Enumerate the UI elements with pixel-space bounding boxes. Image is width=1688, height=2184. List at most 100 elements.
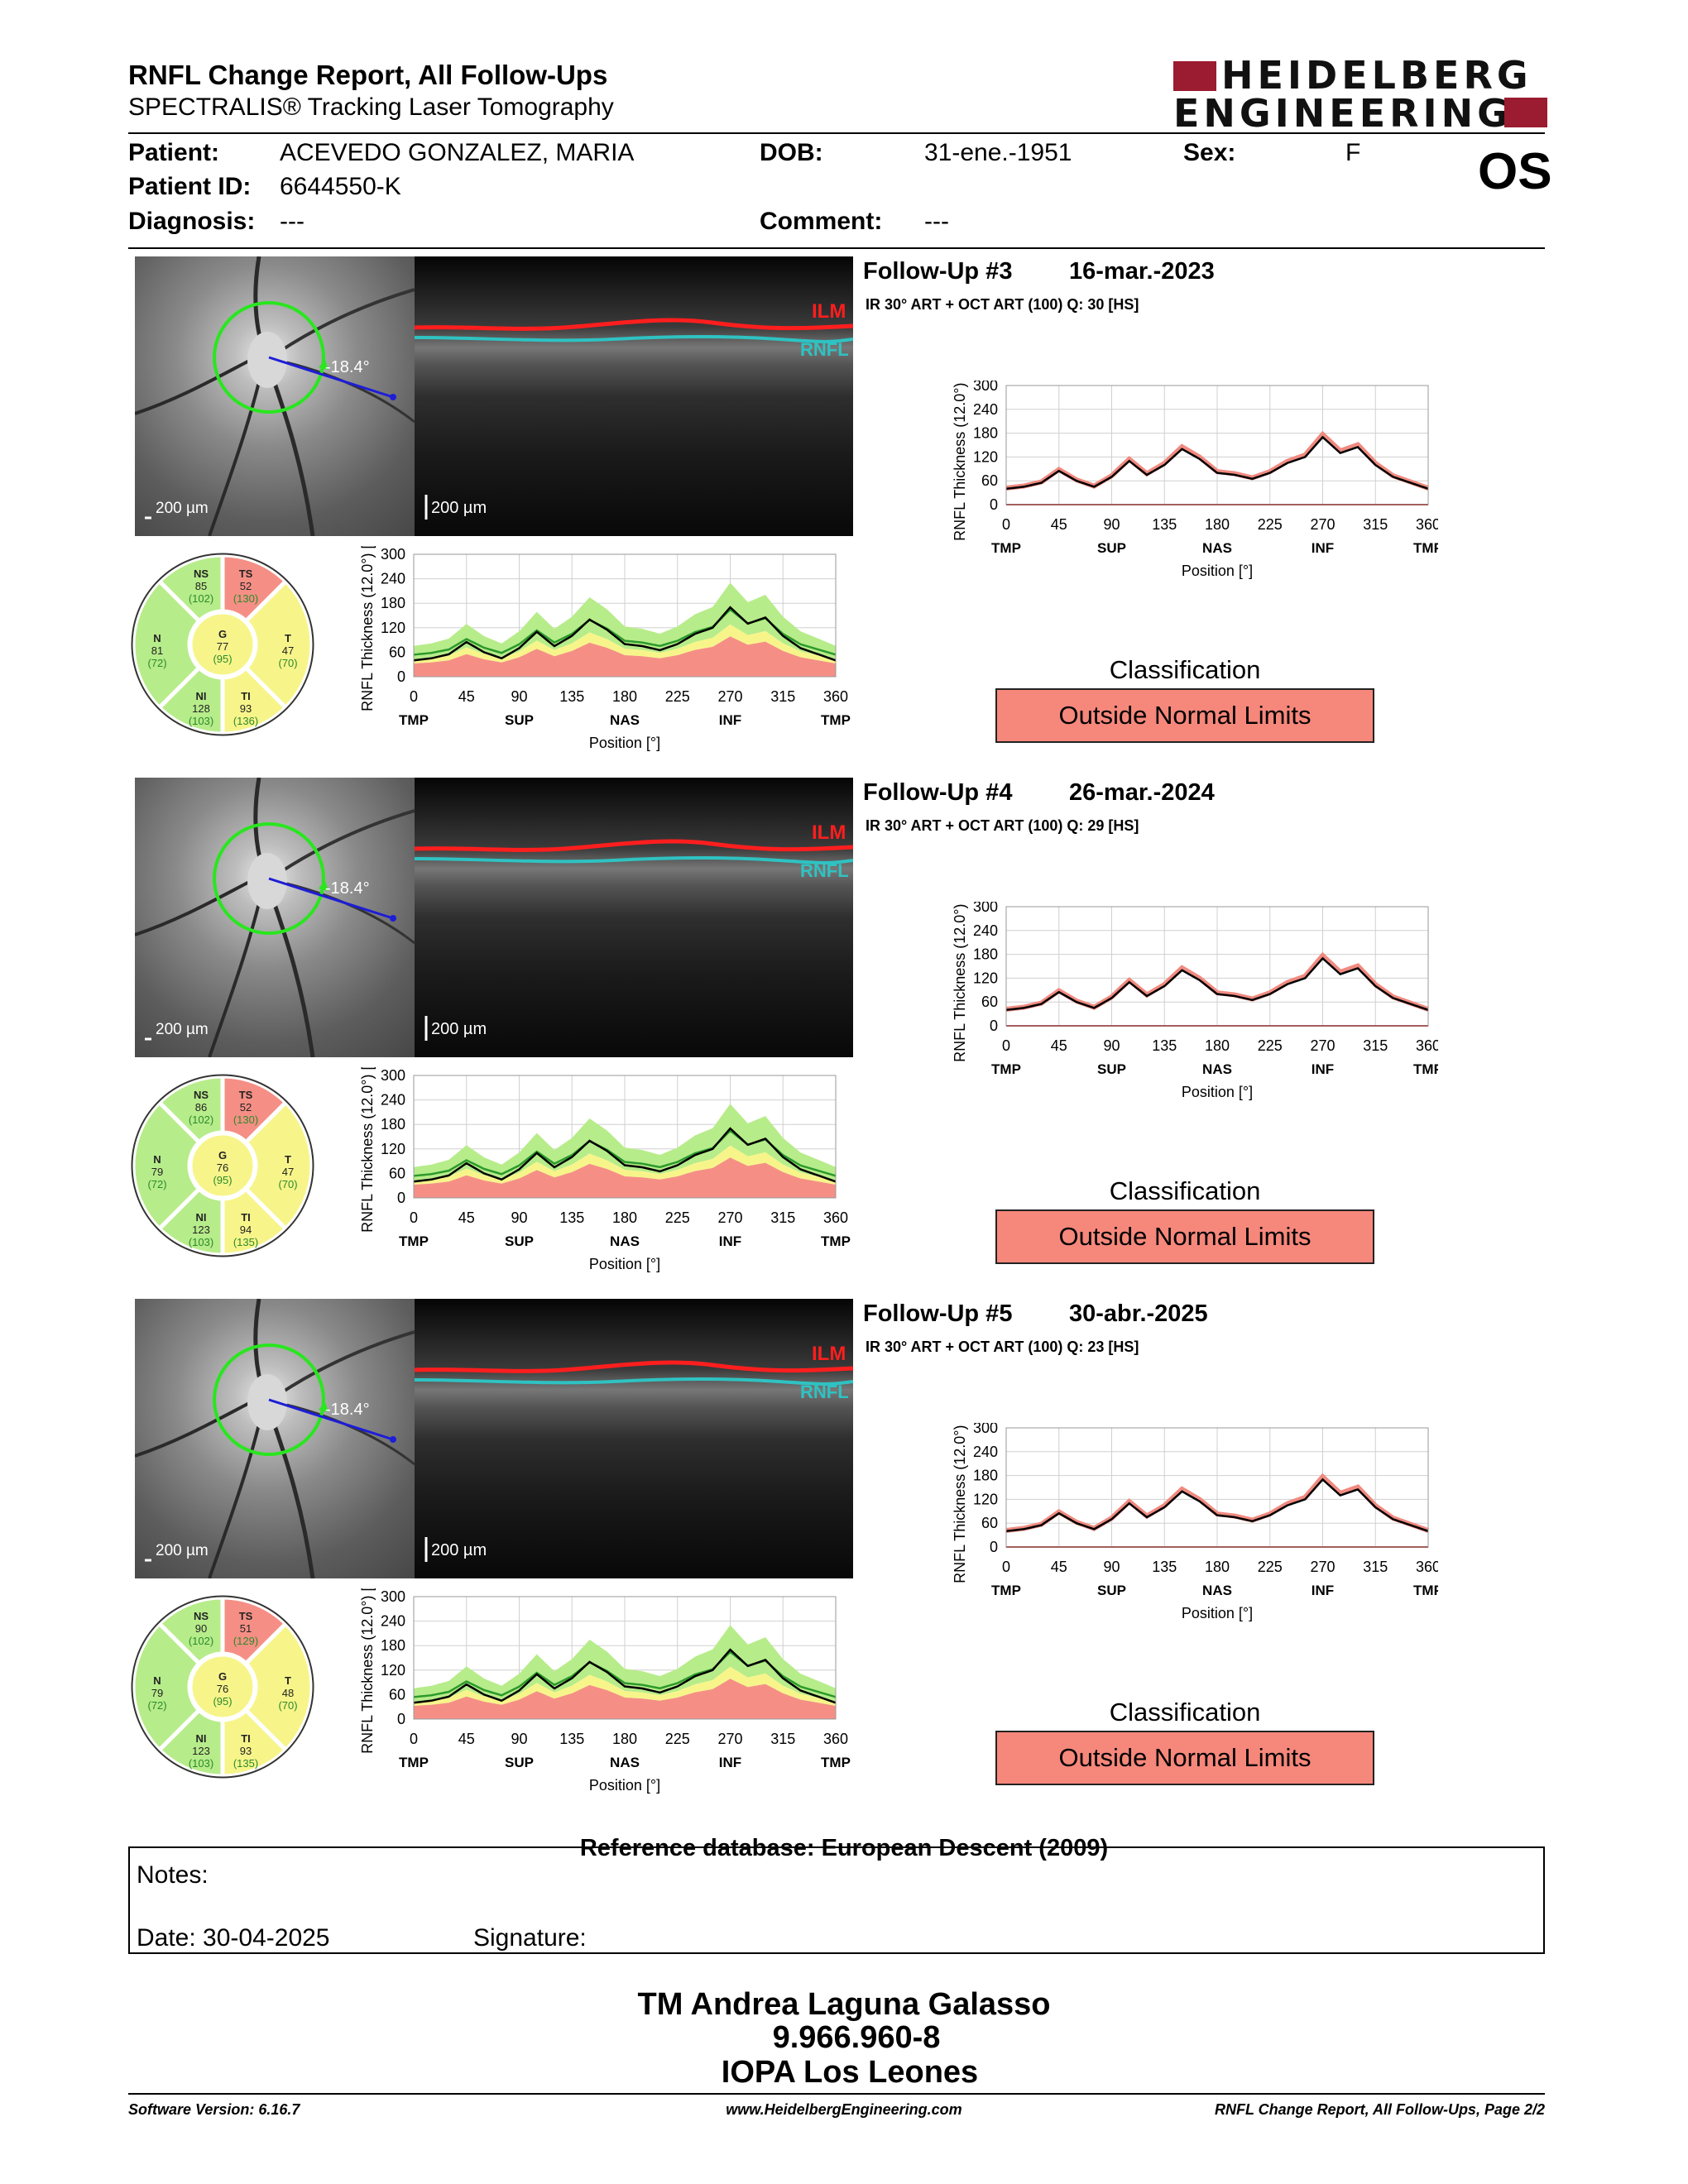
y-tick-label: 120 <box>973 448 998 465</box>
sector-ts-name: TS <box>239 568 253 580</box>
region-label: INF <box>719 712 741 728</box>
y-tick-label: 120 <box>381 1662 405 1679</box>
oct-bscan: ILM RNFL 200 µm <box>415 256 853 536</box>
normative-profile-chart: 300 240 180 120 60 00 45 90 135 180 225 270 315 360 TM… <box>359 1588 851 1794</box>
sector-t-value: 47 <box>282 1166 294 1178</box>
sector-ni-name: NI <box>196 1732 207 1745</box>
classification-box: Outside Normal Limits <box>995 1209 1374 1264</box>
x-tick-label: 135 <box>1152 516 1177 533</box>
oct-bscan: ILM RNFL 200 µm <box>415 778 853 1057</box>
x-axis-label: Position [°] <box>1182 563 1253 579</box>
y-tick-label: 240 <box>381 571 405 587</box>
footer-rule <box>128 2093 1545 2095</box>
region-label: TMP <box>399 1233 429 1249</box>
comment-value: --- <box>924 208 949 235</box>
region-label: NAS <box>610 712 640 728</box>
fundus-image: -18.4° 200 µm <box>135 1299 415 1578</box>
sector-t-name: T <box>285 1153 291 1166</box>
oct-bscan: ILM RNFL 200 µm <box>415 1299 853 1578</box>
logo-square-bottom <box>1504 98 1547 127</box>
logo-text-1: HEIDELBERG <box>1221 53 1532 98</box>
outside-band <box>414 636 836 677</box>
y-tick-label: 60 <box>981 1515 998 1531</box>
scan-circle <box>213 301 325 414</box>
region-label: INF <box>1312 1583 1334 1598</box>
y-axis-label: RNFL Thickness (12.0°) [µm] <box>359 546 376 711</box>
signer-id: 9.966.960-8 <box>772 2020 941 2055</box>
x-tick-label: 90 <box>1103 1559 1120 1575</box>
fundus-image: -18.4° 200 µm <box>135 256 415 536</box>
dob-value: 31-ene.-1951 <box>924 139 1072 166</box>
sector-n-value: 81 <box>151 644 163 657</box>
x-tick-label: 225 <box>1258 516 1283 533</box>
normative-profile-chart: 300 240 180 120 60 00 45 90 135 180 225 270 315 360 TM… <box>359 1067 851 1272</box>
x-tick-label: 225 <box>665 1731 690 1747</box>
sector-ti-value: 94 <box>240 1224 252 1236</box>
x-tick-label: 90 <box>1103 1037 1120 1054</box>
patient-name: ACEVEDO GONZALEZ, MARIA <box>280 139 635 166</box>
sector-n-value: 79 <box>151 1166 163 1178</box>
y-axis-label: RNFL Thickness (12.0°) [µm] <box>952 902 968 1062</box>
rnfl-line <box>415 856 853 864</box>
sector-n-value: 79 <box>151 1687 163 1699</box>
y-tick-label: 0 <box>397 1190 405 1206</box>
region-label: NAS <box>1202 1061 1232 1077</box>
sector-border <box>131 1074 314 1257</box>
followup-date: 16-mar.-2023 <box>1069 258 1215 285</box>
patient-id-label: Patient ID: <box>128 173 252 200</box>
fundus-overlay: -18.4° 200 µm <box>135 778 415 1057</box>
y-tick-label: 300 <box>381 1588 405 1605</box>
header-rule <box>128 132 1545 134</box>
normative-profile-chart: 300 240 180 120 60 00 45 90 135 180 225 270 315 360 TM… <box>359 546 851 751</box>
sector-ts-value: 52 <box>240 580 252 592</box>
sector-ts-value: 52 <box>240 1101 252 1114</box>
patient-id: 6644550-K <box>280 173 401 200</box>
x-tick-label: 225 <box>665 1209 690 1226</box>
patient-rule <box>128 247 1545 249</box>
x-axis-label: Position [°] <box>589 1256 660 1272</box>
ilm-label: ILM <box>812 1343 846 1365</box>
y-tick-label: 240 <box>973 922 998 939</box>
followup-title: Follow-Up #3 <box>863 258 1013 285</box>
scan-circle <box>213 822 325 935</box>
y-tick-label: 0 <box>990 1539 998 1555</box>
x-tick-label: 315 <box>770 688 795 705</box>
x-axis-label: Position [°] <box>1182 1605 1253 1621</box>
sector-g-normal: (95) <box>213 1174 232 1186</box>
dob-label: DOB: <box>760 139 823 166</box>
sector-g <box>189 611 256 678</box>
y-tick-label: 300 <box>973 381 998 394</box>
sector-ti-name: TI <box>241 1732 251 1745</box>
region-label: TMP <box>1413 540 1438 556</box>
x-tick-label: 270 <box>717 1209 742 1226</box>
x-tick-label: 270 <box>1310 516 1335 533</box>
region-label: NAS <box>1202 540 1232 556</box>
followup-section: -18.4° 200 µm ILM RNFL 200 µm NS 85 (102) T… <box>0 256 1688 769</box>
rnfl-profile-line <box>1005 956 1429 1012</box>
fundus-image: -18.4° 200 µm <box>135 778 415 1057</box>
x-tick-label: 270 <box>717 1731 742 1747</box>
sector-ns-value: 86 <box>195 1101 207 1114</box>
sector-ti-value: 93 <box>240 702 252 715</box>
y-tick-label: 300 <box>973 902 998 915</box>
region-label: TMP <box>1413 1583 1438 1598</box>
rnfl-profile-line <box>413 1648 837 1704</box>
region-label: TMP <box>821 1233 851 1249</box>
followup-title: Follow-Up #4 <box>863 779 1013 806</box>
x-tick-label: 45 <box>458 688 475 705</box>
signer-org: IOPA Los Leones <box>721 2055 979 2090</box>
x-tick-label: 225 <box>665 688 690 705</box>
region-label: SUP <box>505 1233 534 1249</box>
sector-n-normal: (72) <box>147 657 166 669</box>
sector-ts-name: TS <box>239 1610 253 1622</box>
y-tick-label: 180 <box>973 1468 998 1484</box>
ilm-line <box>415 318 853 331</box>
plot-frame <box>413 553 837 678</box>
rnfl-profile-line <box>413 1127 837 1183</box>
logo-square-top <box>1173 61 1216 91</box>
x-axis-label: Position [°] <box>1182 1084 1253 1100</box>
classification-title: Classification <box>1109 1698 1261 1727</box>
sector-n-name: N <box>153 1153 161 1166</box>
x-tick-label: 90 <box>511 688 527 705</box>
